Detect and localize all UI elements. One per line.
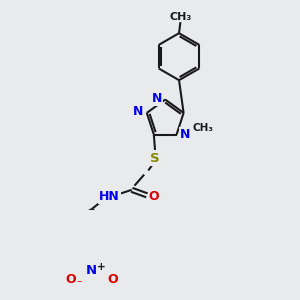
Text: O: O	[148, 190, 159, 203]
Text: +: +	[97, 262, 105, 272]
Text: CH₃: CH₃	[170, 12, 192, 22]
Text: N: N	[180, 128, 191, 141]
Text: N: N	[86, 264, 97, 277]
Text: N: N	[133, 105, 143, 118]
Text: HN: HN	[99, 190, 120, 203]
Text: S: S	[150, 152, 160, 164]
Text: ⁻: ⁻	[76, 279, 82, 289]
Text: O: O	[66, 273, 76, 286]
Text: N: N	[152, 92, 162, 105]
Text: O: O	[107, 273, 118, 286]
Text: CH₃: CH₃	[192, 123, 213, 133]
